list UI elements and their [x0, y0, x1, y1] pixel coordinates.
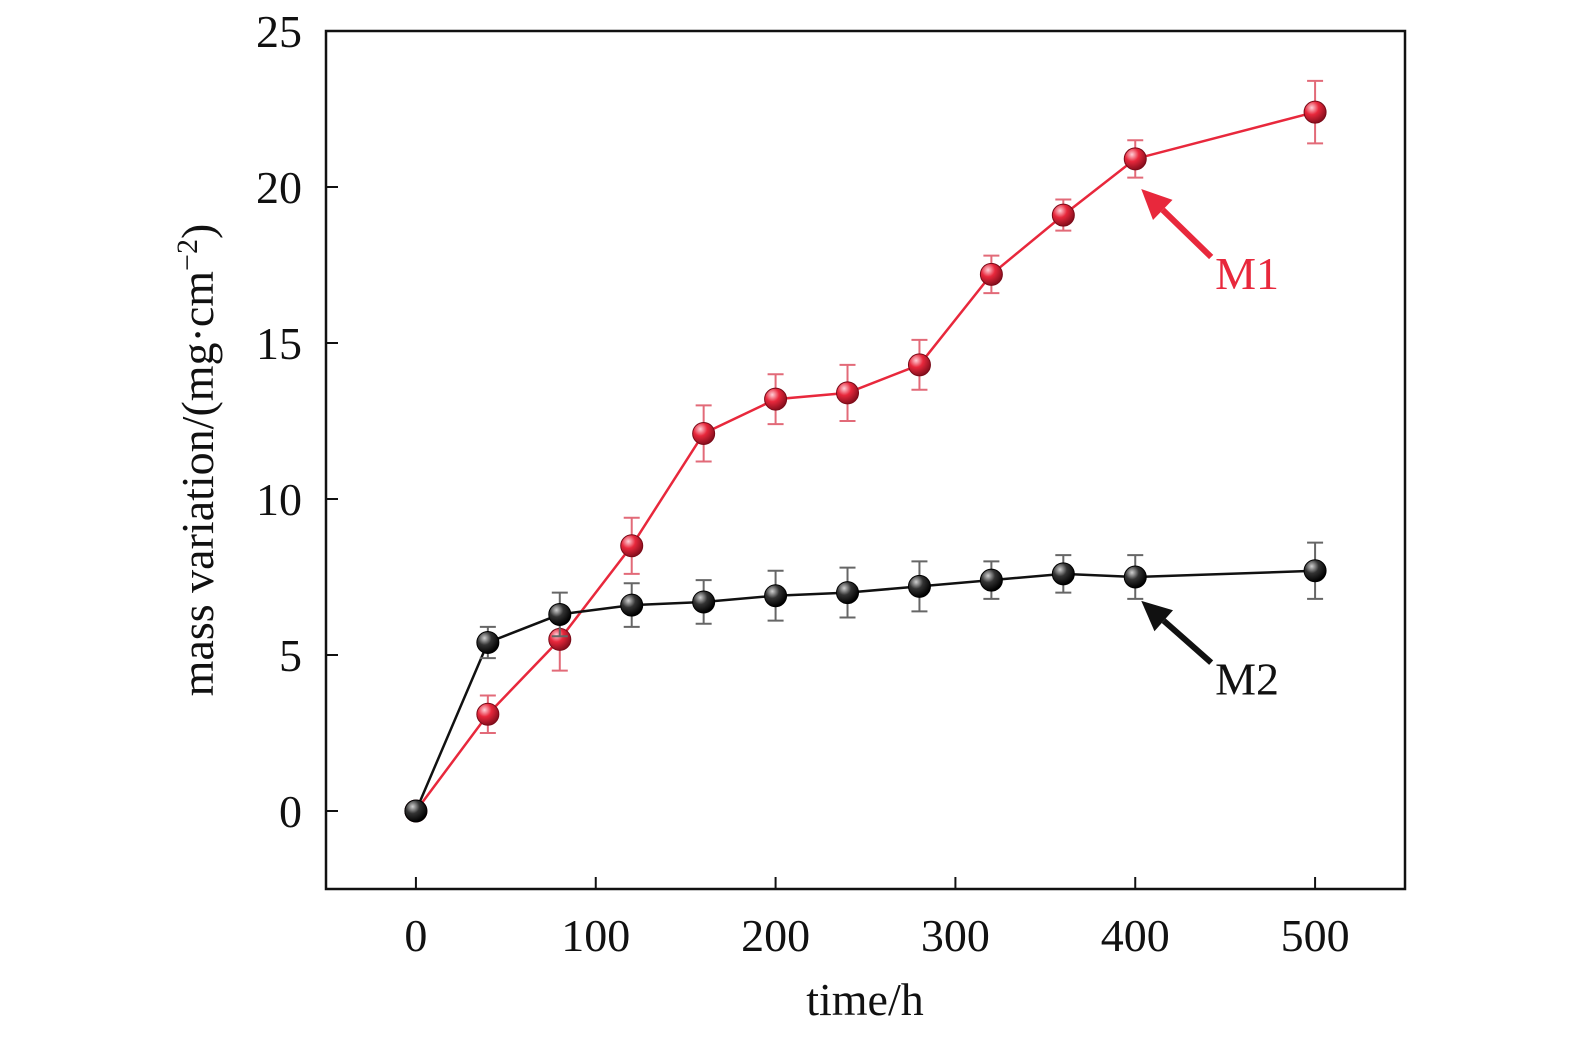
y-tick-label: 0 — [279, 786, 302, 837]
y-tick-label: 25 — [256, 6, 302, 57]
series-m2-point — [692, 590, 716, 614]
arrow-m2-head — [1141, 600, 1174, 632]
series-m1-point — [907, 353, 931, 377]
y-axis-title: mass variation/(mg·cm−2) — [171, 224, 223, 697]
series-m2-point — [404, 799, 428, 823]
series-m2-point — [1123, 565, 1147, 589]
x-axis-title: time/h — [806, 974, 924, 1025]
series-m2-point — [1051, 562, 1075, 586]
series-m1-point — [476, 702, 500, 726]
x-tick-label: 100 — [561, 910, 630, 961]
series-m2-point — [907, 574, 931, 598]
label-m1: M1 — [1215, 248, 1279, 299]
series-m1-line — [414, 110, 1316, 812]
x-tick-label: 200 — [741, 910, 810, 961]
series-m2-point — [764, 584, 788, 608]
series-m2-point — [476, 631, 500, 655]
label-m2: M2 — [1215, 654, 1279, 705]
series-m1-point — [1123, 147, 1147, 171]
x-tick-label: 0 — [404, 910, 427, 961]
y-axis-title-exponent: −2 — [171, 239, 204, 271]
series-layer — [404, 79, 1327, 823]
y-tick-label: 10 — [256, 474, 302, 525]
arrow-m2-shaft — [1161, 618, 1214, 665]
series-m2 — [404, 541, 1327, 823]
y-axis-title-close: ) — [172, 224, 223, 239]
series-m2-point — [620, 593, 644, 617]
series-m1-point — [620, 534, 644, 558]
series-m1-point — [1051, 203, 1075, 227]
series-m1 — [404, 79, 1327, 823]
arrow-m1-head — [1141, 189, 1173, 220]
series-m1-point — [764, 387, 788, 411]
y-axis-title-main: mass variation/(mg·cm — [172, 271, 223, 697]
series-m2-line — [414, 569, 1316, 812]
series-m1-point — [979, 262, 1003, 286]
series-m2-point — [979, 568, 1003, 592]
series-m2-point — [1303, 559, 1327, 583]
x-tick-label: 400 — [1101, 910, 1170, 961]
series-m2-point — [548, 602, 572, 626]
x-tick-label: 500 — [1281, 910, 1350, 961]
axis-ticks: 0 100 200 300 400 500 0 5 10 15 20 25 — [256, 6, 1350, 961]
plot-frame — [324, 29, 1407, 891]
y-tick-label: 5 — [279, 630, 302, 681]
series-m1-point — [1303, 100, 1327, 124]
x-tick-label: 300 — [921, 910, 990, 961]
series-m1-point — [692, 421, 716, 445]
arrow-m1-shaft — [1160, 207, 1214, 260]
y-tick-label: 15 — [256, 318, 302, 369]
series-m2-point — [836, 581, 860, 605]
annotation-layer: M1 M2 — [1141, 189, 1279, 705]
y-tick-label: 20 — [256, 162, 302, 213]
series-m1-point — [836, 381, 860, 405]
